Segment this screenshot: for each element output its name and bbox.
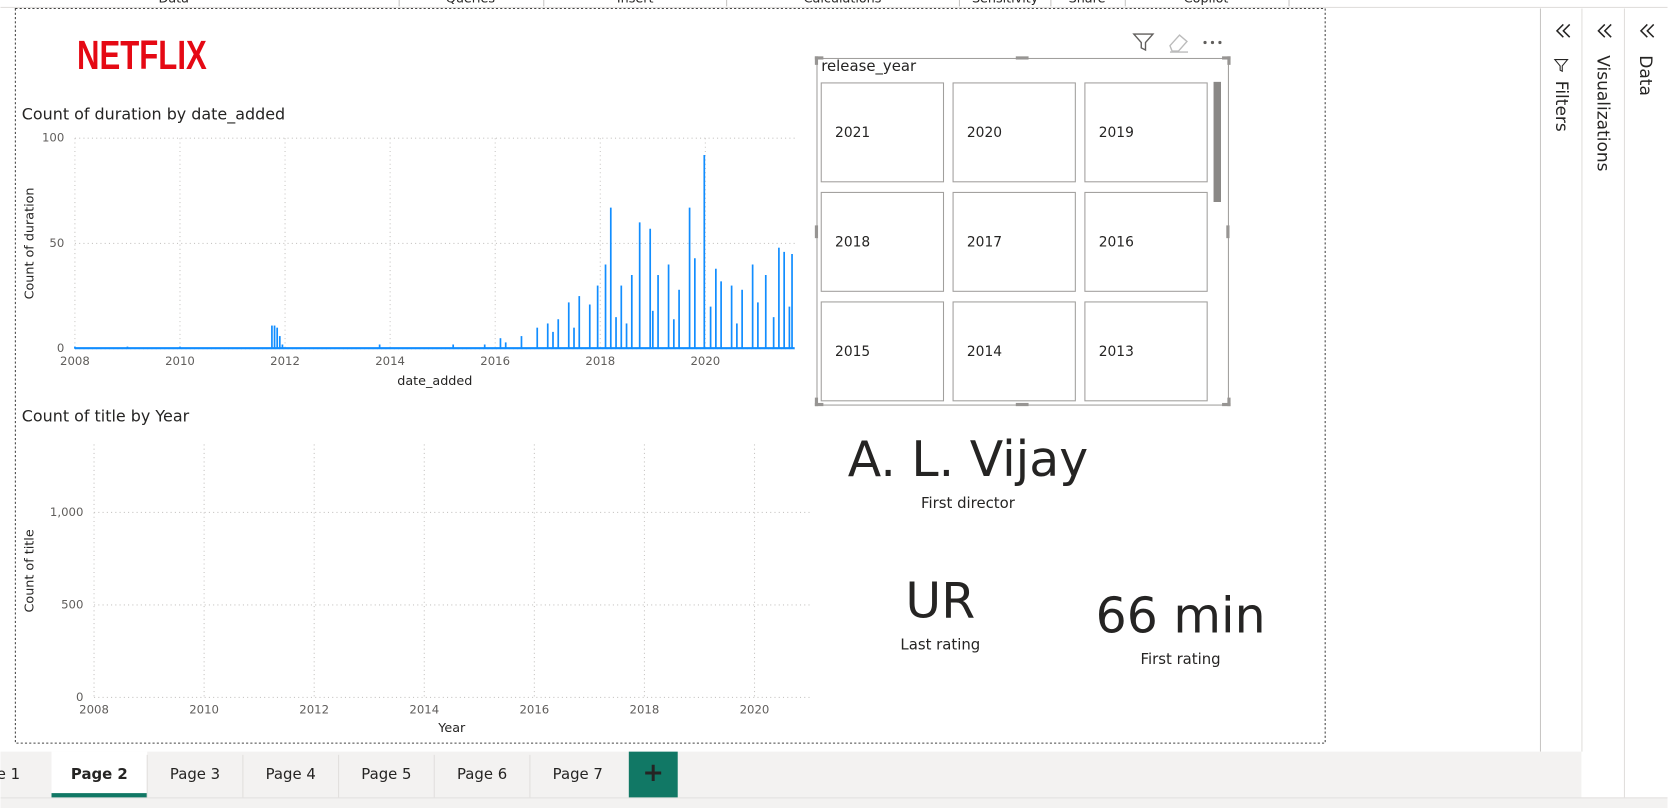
more-options[interactable] xyxy=(1203,40,1222,45)
card-value: A. L. Vijay xyxy=(848,431,1088,488)
netflix-logo: NETFLIX xyxy=(77,32,207,78)
page-tab[interactable]: Page 7 xyxy=(553,765,603,783)
slicer-tile[interactable] xyxy=(1084,301,1208,402)
slicer-tile-label[interactable]: 2016 xyxy=(1099,234,1134,250)
panes xyxy=(1539,8,1668,752)
page-border xyxy=(14,7,1326,744)
y-tick-label: 50 xyxy=(49,236,64,250)
slicer-tile[interactable] xyxy=(952,82,1076,183)
y-tick-label: 100 xyxy=(42,131,64,145)
page-tab[interactable]: Page 3 xyxy=(170,765,220,783)
tabs: ge 1 Page 2 Page 3 Page 4 Page 5 Page 6 Page 7… xyxy=(0,751,678,798)
x-tick-label: 2012 xyxy=(299,703,329,717)
slicer-tile[interactable] xyxy=(1084,191,1208,292)
x-axis-title: date_added xyxy=(397,374,472,389)
y-tick-label: 0 xyxy=(57,341,64,355)
card-value: 66 min xyxy=(1096,587,1266,644)
ribbon xyxy=(0,0,1668,8)
slicer-title: release_year xyxy=(821,57,917,75)
x-tick-label: 2016 xyxy=(519,703,549,717)
slicer-tile[interactable] xyxy=(820,301,945,402)
chart-title: Count of title by Year xyxy=(22,406,190,425)
ribbon-group-label: Insert xyxy=(617,0,654,6)
page-tab[interactable]: Page 4 xyxy=(266,765,316,783)
x-tick-label: 2020 xyxy=(740,703,770,717)
card-label: First rating xyxy=(1141,650,1221,668)
ribbon-groups: Data Queries Insert Calculations Sensitivity… xyxy=(159,0,1290,6)
filter-pane-icon xyxy=(1553,59,1569,73)
collapse-icon[interactable] xyxy=(1555,23,1571,38)
pane-title[interactable]: Data xyxy=(1635,55,1655,96)
slicer-tile[interactable] xyxy=(952,191,1076,292)
slicer-tile-label[interactable]: 2017 xyxy=(967,234,1002,250)
slicer-tile[interactable] xyxy=(952,301,1076,402)
page-tab[interactable]: Page 6 xyxy=(457,765,507,783)
slicer-tile-label[interactable]: 2021 xyxy=(835,125,870,141)
x-tick-label: 2008 xyxy=(60,354,90,368)
page-tab[interactable]: Page 2 xyxy=(71,765,128,783)
slicer-tile-label[interactable]: 2020 xyxy=(967,125,1002,141)
ribbon-group-label: Sensitivity xyxy=(972,0,1039,6)
collapse-icon[interactable] xyxy=(1639,23,1655,38)
slicer-tile-label[interactable]: 2014 xyxy=(967,344,1002,360)
visual-header xyxy=(1132,33,1222,53)
x-tick-label: 2008 xyxy=(79,703,109,717)
slicer-tile-label[interactable]: 2019 xyxy=(1099,125,1134,141)
x-tick-label: 2014 xyxy=(375,354,405,368)
x-tick-label: 2010 xyxy=(189,703,219,717)
slicer-tile-label[interactable]: 2015 xyxy=(835,344,870,360)
x-axis-title: Year xyxy=(437,721,466,736)
y-tick-label: 500 xyxy=(61,597,83,611)
page-tab[interactable]: Page 5 xyxy=(361,765,411,783)
slicer-tile[interactable] xyxy=(820,82,945,183)
pane-title[interactable]: Filters xyxy=(1551,81,1571,132)
status-bar xyxy=(0,797,1668,808)
ribbon-group-label: Calculations xyxy=(804,0,882,6)
x-tick-label: 2016 xyxy=(480,354,510,368)
eraser-icon[interactable] xyxy=(1169,34,1189,53)
ribbon-group-label: Copilot xyxy=(1184,0,1229,6)
card-value: UR xyxy=(905,572,975,629)
slicer-handles xyxy=(814,56,1231,407)
filter-icon[interactable] xyxy=(1132,33,1155,52)
ribbon-group-label: Share xyxy=(1069,0,1106,6)
y-tick-label: 1,000 xyxy=(50,505,83,519)
active-tab-indicator xyxy=(51,793,148,798)
card-label: Last rating xyxy=(900,635,980,653)
add-page-label[interactable]: + xyxy=(643,758,664,788)
slicer-tile-label[interactable]: 2018 xyxy=(835,234,870,250)
x-tick-label: 2018 xyxy=(630,703,660,717)
collapse-icon[interactable] xyxy=(1597,23,1612,38)
ribbon-group-label: Queries xyxy=(446,0,496,6)
page-tab[interactable]: ge 1 xyxy=(0,765,20,783)
card-label: First director xyxy=(921,494,1016,512)
y-axis-title: Count of duration xyxy=(23,188,38,300)
x-tick-label: 2018 xyxy=(585,354,615,368)
add-page-button[interactable] xyxy=(628,751,678,798)
pane-title[interactable]: Visualizations xyxy=(1593,55,1613,171)
slicer-tile[interactable] xyxy=(1084,82,1208,183)
x-tick-label: 2012 xyxy=(270,354,300,368)
canvas xyxy=(0,8,1540,752)
x-tick-label: 2014 xyxy=(409,703,439,717)
slicer-tile[interactable] xyxy=(820,191,945,292)
slicer-scrollbar[interactable] xyxy=(1213,81,1221,202)
charts: Count of duration by date_added Count of … xyxy=(22,104,810,736)
x-tick-label: 2020 xyxy=(690,354,720,368)
active-tab[interactable] xyxy=(51,751,148,798)
y-axis-title: Count of title xyxy=(23,529,38,612)
x-tick-label: 2010 xyxy=(165,354,195,368)
chart-title: Count of duration by date_added xyxy=(22,104,285,124)
ribbon-group-label: Data xyxy=(159,0,189,6)
tab-bar xyxy=(0,751,1582,798)
y-tick-label: 0 xyxy=(76,690,83,704)
slicer-tile-label[interactable]: 2013 xyxy=(1099,344,1134,360)
